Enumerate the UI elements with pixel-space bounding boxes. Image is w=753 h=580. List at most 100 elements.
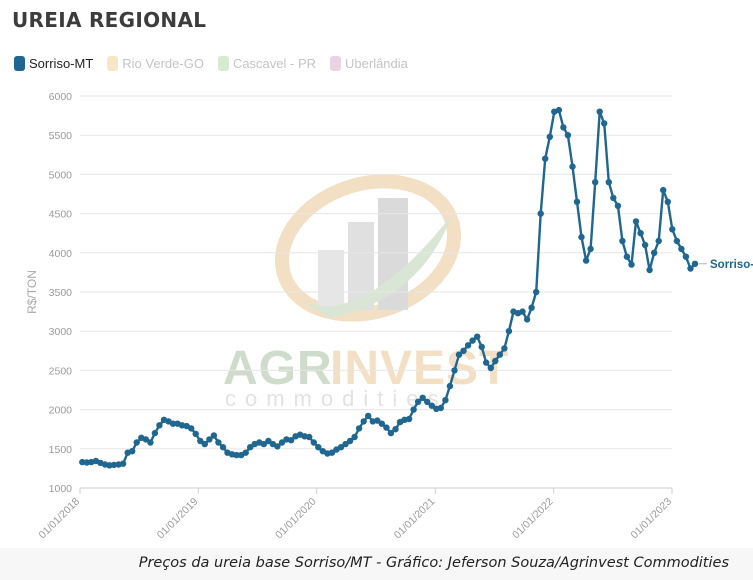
data-point-2019-02-18: [210, 432, 218, 439]
y-tick-5000: 5000: [49, 169, 73, 181]
data-point-2021-12-20: [546, 133, 553, 140]
legend-label-rio-verde: Rio Verde-GO: [122, 56, 204, 71]
data-point-2021-05-10: [474, 333, 481, 340]
data-point-2023-02-13: [682, 253, 690, 260]
data-point-2019-01-07: [197, 437, 204, 445]
data-point-2022-09-12: [632, 218, 640, 225]
data-point-2020-02-17: [328, 449, 336, 456]
data-point-2021-11-08: [533, 288, 540, 296]
y-tick-1000: 1000: [49, 483, 73, 495]
data-point-2020-07-06: [374, 417, 381, 424]
y-tick-2500: 2500: [49, 365, 73, 377]
data-point-2021-06-07: [483, 359, 490, 366]
data-point-2021-07-05: [492, 357, 499, 365]
data-point-2019-03-04: [215, 439, 222, 446]
data-point-2018-10-15: [169, 420, 177, 427]
y-axis-title: R$/TON: [25, 270, 39, 314]
data-point-2020-12-21: [428, 402, 435, 409]
x-tick-01/01/2021: 01/01/2021: [392, 496, 438, 542]
watermark-bar-1: [318, 250, 344, 310]
data-point-2022-06-20: [605, 179, 612, 186]
data-point-2022-11-07: [651, 249, 658, 256]
data-point-2021-08-16: [505, 328, 513, 335]
data-point-2020-05-11: [355, 425, 363, 432]
data-point-2020-11-23: [419, 394, 426, 401]
data-point-2022-01-31: [560, 124, 567, 131]
caption-text: Preços da ureia base Sorriso/MT - Gráfic…: [138, 555, 729, 571]
watermark-sub: commodities: [225, 386, 447, 411]
data-point-2019-03-18: [219, 444, 227, 451]
data-point-2023-01-30: [678, 245, 685, 253]
data-point-2021-03-01: [451, 367, 458, 374]
x-tick-01/01/2018: 01/01/2018: [36, 496, 82, 542]
data-point-2018-06-25: [133, 439, 140, 446]
legend-swatch-uberlandia: [330, 56, 342, 71]
legend-item-rio-verde[interactable]: Rio Verde-GO: [107, 56, 204, 71]
data-point-2021-02-15: [446, 382, 454, 390]
data-point-2022-04-11: [582, 257, 590, 264]
legend-label-sorriso: Sorriso-MT: [29, 56, 94, 71]
data-point-2022-07-18: [614, 202, 622, 209]
x-tick-01/01/2022: 01/01/2022: [510, 496, 556, 542]
data-point-2018-09-03: [156, 422, 163, 429]
data-point-2021-03-15: [455, 351, 463, 358]
watermark-brand-left: AGR: [223, 342, 333, 395]
legend-swatch-cascavel: [217, 56, 229, 71]
data-point-2019-12-23: [310, 439, 317, 446]
legend-item-sorriso[interactable]: Sorriso-MT: [14, 56, 93, 71]
data-point-2021-07-19: [496, 351, 503, 358]
data-point-2018-08-20: [151, 429, 159, 437]
data-point-2018-07-23: [142, 436, 149, 443]
data-point-2020-10-26: [410, 406, 417, 413]
data-point-2018-12-24: [192, 430, 199, 438]
data-point-2022-08-29: [628, 261, 635, 268]
data-point-2019-07-22: [260, 440, 267, 448]
legend-item-uberlandia[interactable]: Uberlândia: [330, 56, 408, 71]
data-point-2020-08-17: [387, 429, 395, 437]
data-point-2022-05-09: [592, 179, 599, 186]
data-point-2019-08-05: [265, 437, 272, 445]
data-point-2020-03-16: [337, 444, 345, 451]
data-point-2019-05-27: [242, 449, 249, 456]
data-point-2021-03-29: [460, 347, 467, 354]
y-tick-5500: 5500: [49, 130, 73, 142]
data-point-2020-03-30: [342, 440, 349, 448]
data-point-2022-03-28: [578, 233, 585, 241]
data-point-2022-10-24: [646, 266, 653, 274]
data-point-2021-09-27: [519, 308, 526, 315]
data-point-2018-08-06: [147, 439, 154, 446]
agrinvest-watermark: AGR INVEST commodities: [223, 174, 508, 411]
data-point-2020-07-20: [378, 420, 385, 427]
data-point-2020-08-31: [392, 426, 399, 433]
data-point-2019-04-29: [233, 451, 240, 459]
data-point-2018-05-14: [119, 460, 127, 467]
data-point-2022-01-17: [555, 106, 563, 114]
data-point-2021-10-11: [523, 316, 531, 323]
data-point-2019-06-10: [247, 444, 254, 451]
data-point-2022-10-10: [641, 241, 649, 249]
data-point-2022-02-28: [569, 163, 576, 170]
data-point-2022-06-06: [601, 120, 608, 127]
data-point-2020-06-08: [365, 412, 372, 420]
data-point-2021-02-01: [442, 397, 449, 404]
x-tick-01/01/2023: 01/01/2023: [628, 496, 674, 542]
data-point-2023-01-02: [669, 226, 676, 233]
legend: Sorriso-MT Rio Verde-GO Cascavel - PR Ub…: [14, 56, 408, 71]
data-point-2020-04-27: [351, 433, 358, 441]
legend-item-cascavel[interactable]: Cascavel - PR: [217, 56, 317, 71]
x-axis-labels: 01/01/2018 01/01/2019 01/01/2020 01/01/2021…: [36, 496, 674, 542]
end-label: Sorriso-MT: [710, 259, 753, 271]
data-point-2022-02-14: [564, 132, 572, 139]
chart-title: UREIA REGIONAL: [12, 8, 207, 32]
data-point-2021-04-26: [469, 337, 476, 344]
series-sorriso-mt: Sorriso-MT: [79, 106, 753, 469]
y-tick-6000: 6000: [49, 91, 73, 103]
data-point-2022-12-19: [664, 198, 671, 205]
x-tick-01/01/2019: 01/01/2019: [155, 496, 201, 542]
data-point-2023-02-27: [687, 265, 694, 272]
data-point-2019-02-04: [206, 436, 213, 443]
data-point-2020-10-12: [405, 415, 413, 423]
legend-label-cascavel: Cascavel - PR: [232, 56, 317, 71]
data-point-2019-12-09: [306, 433, 313, 441]
data-point-2022-07-04: [610, 194, 617, 202]
